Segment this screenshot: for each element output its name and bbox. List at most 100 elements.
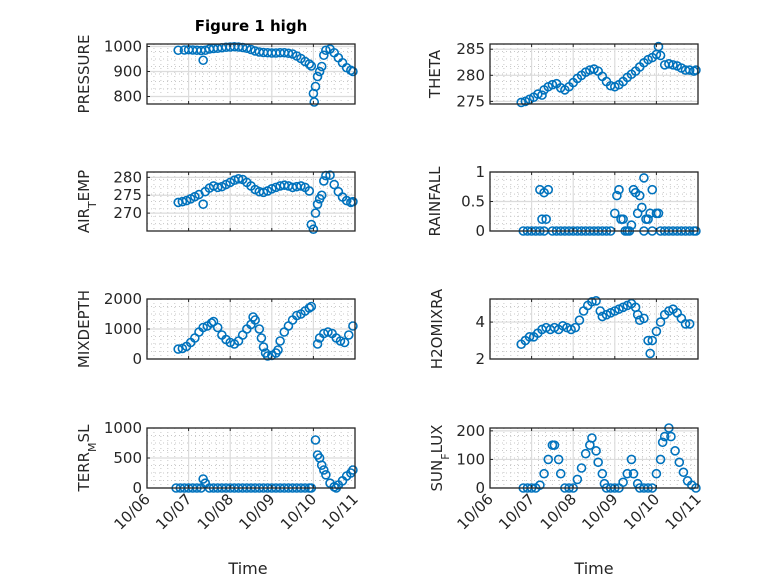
- data-point: [296, 181, 306, 191]
- y-tick-label: 2000: [104, 290, 142, 308]
- axes-box: [489, 427, 699, 489]
- data-point: [306, 219, 317, 230]
- data-point: [655, 50, 666, 61]
- data-point: [516, 97, 527, 108]
- subplot-rainfall: 0 0.5 1 RAINFALL: [426, 163, 701, 240]
- data-point: [645, 348, 655, 359]
- data-point: [310, 435, 321, 445]
- y-tick-label: 1000: [104, 419, 142, 437]
- data-point: [626, 454, 637, 465]
- data-point: [547, 79, 558, 90]
- data-point: [304, 59, 315, 69]
- data-point: [348, 465, 358, 475]
- data-point: [266, 184, 277, 194]
- figure-title: Figure 1 high: [195, 17, 308, 35]
- y-tick-label: 285: [456, 40, 485, 58]
- data-point: [321, 45, 331, 56]
- data-point: [684, 65, 695, 75]
- data-point: [593, 457, 603, 468]
- data-point: [572, 474, 583, 485]
- data-point: [283, 48, 294, 59]
- y-tick-label: 0: [475, 222, 485, 240]
- x-tick-label: 10/09: [578, 490, 621, 533]
- y-axis-label: PRESSURE: [75, 35, 93, 114]
- data-point: [335, 336, 346, 346]
- y-tick-label: 200: [456, 422, 485, 440]
- data-point: [643, 335, 653, 346]
- data-point: [329, 179, 340, 190]
- data-point: [555, 468, 566, 479]
- axes-box: [146, 171, 356, 232]
- data-point: [651, 468, 662, 479]
- data-point: [316, 460, 327, 471]
- data-point: [541, 214, 551, 224]
- y-tick-label: 1000: [104, 320, 142, 338]
- data-point: [655, 317, 666, 327]
- data-point: [591, 446, 601, 456]
- data-point: [279, 180, 290, 191]
- data-point: [258, 342, 269, 352]
- data-series: [516, 296, 695, 359]
- data-point: [653, 41, 664, 52]
- data-point: [316, 61, 327, 72]
- data-point: [318, 50, 329, 61]
- x-tick-label: 10/11: [662, 490, 705, 533]
- data-point: [670, 446, 680, 456]
- data-point: [597, 468, 608, 479]
- y-tick-label: 0: [475, 479, 485, 497]
- x-axis-label: Time: [227, 559, 267, 578]
- data-point: [655, 454, 666, 465]
- data-point: [177, 196, 188, 207]
- data-point: [271, 182, 281, 193]
- data-point: [308, 224, 319, 235]
- data-point: [254, 324, 265, 334]
- data-series: [516, 41, 701, 108]
- subplot-mixdepth: 0 1000 2000 MIXDEPTH: [75, 290, 358, 368]
- data-point: [659, 431, 670, 442]
- y-tick-label: 0: [132, 350, 142, 368]
- subplot-terr-msl: 0500100010/0610/0710/0810/0910/1010/11TE…: [75, 419, 362, 578]
- x-axis-label: Time: [573, 559, 613, 578]
- y-tick-label: 275: [456, 92, 485, 110]
- data-point: [316, 190, 327, 201]
- y-tick-label: 1: [475, 163, 485, 181]
- data-point: [312, 71, 323, 82]
- data-point: [570, 322, 581, 333]
- data-point: [537, 214, 547, 224]
- data-point: [325, 170, 335, 181]
- axes-box: [489, 298, 699, 360]
- data-point: [549, 440, 560, 450]
- data-point: [691, 65, 701, 75]
- data-point: [198, 199, 208, 209]
- data-point: [304, 303, 315, 313]
- data-point: [524, 332, 535, 342]
- data-point: [614, 184, 624, 195]
- data-point: [321, 469, 331, 480]
- data-point: [535, 480, 545, 490]
- data-point: [246, 44, 256, 55]
- data-point: [256, 333, 267, 343]
- data-point: [275, 336, 285, 346]
- data-point: [666, 431, 676, 442]
- data-point: [212, 182, 223, 193]
- subplot-theta: 275 280 285 THETA: [426, 40, 701, 110]
- y-axis-label: SUNFLUX: [428, 425, 452, 492]
- data-point: [206, 318, 217, 328]
- x-tick-label: 10/07: [495, 490, 538, 533]
- minor-grid: [490, 44, 698, 104]
- data-point: [637, 202, 647, 213]
- data-point: [537, 90, 547, 100]
- data-point: [304, 186, 315, 196]
- data-point: [273, 345, 283, 355]
- data-point: [306, 301, 317, 312]
- data-point: [314, 66, 325, 77]
- x-tick-label: 10/08: [537, 490, 580, 533]
- data-point: [684, 319, 695, 329]
- data-point: [318, 465, 329, 475]
- data-series: [173, 301, 358, 361]
- y-tick-label: 275: [113, 186, 142, 204]
- data-point: [539, 468, 549, 479]
- x-tick-label: 10/08: [194, 490, 237, 533]
